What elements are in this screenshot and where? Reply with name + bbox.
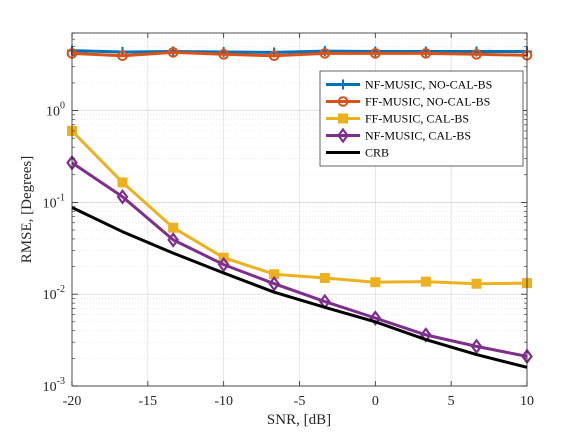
series-line bbox=[71, 50, 528, 58]
legend-label: FF-MUSIC, CAL-BS bbox=[365, 112, 469, 126]
y-tick-label: 100 bbox=[46, 101, 65, 120]
data-point bbox=[319, 273, 330, 284]
data-point bbox=[268, 50, 280, 62]
data-point bbox=[370, 48, 381, 59]
data-point bbox=[117, 50, 128, 62]
legend-entry: NF-MUSIC, NO-CAL-BS bbox=[326, 78, 492, 92]
data-point bbox=[369, 310, 382, 326]
x-tick-label: -20 bbox=[63, 394, 82, 409]
x-tick-label: 0 bbox=[372, 394, 379, 409]
legend-label: NF-MUSIC, CAL-BS bbox=[365, 129, 471, 143]
grid bbox=[71, 32, 528, 387]
data-point bbox=[471, 278, 482, 289]
x-tick-label: -10 bbox=[214, 394, 233, 409]
series-line bbox=[71, 206, 528, 369]
legend-label: NF-MUSIC, NO-CAL-BS bbox=[365, 78, 492, 92]
data-point bbox=[218, 49, 229, 60]
data-point bbox=[268, 275, 281, 292]
y-tick-label: 10-1 bbox=[43, 192, 65, 211]
data-point bbox=[217, 256, 230, 273]
y-tick-label: 10-2 bbox=[43, 284, 65, 303]
legend: NF-MUSIC, NO-CAL-BS FF-MUSIC, NO-CAL-BS FF… bbox=[319, 70, 524, 167]
series-line bbox=[71, 161, 528, 358]
data-point bbox=[471, 49, 482, 60]
data-point bbox=[319, 48, 331, 59]
x-tick-label: -15 bbox=[138, 394, 157, 409]
legend-swatch-marker bbox=[337, 96, 349, 107]
x-tick-label: 10 bbox=[520, 394, 534, 409]
legend-entry: CRB bbox=[326, 146, 389, 160]
legend-swatch-marker bbox=[337, 127, 349, 144]
y-axis-label: RMSE, [Degrees] bbox=[19, 156, 35, 263]
y-tick-label: 10-3 bbox=[43, 376, 65, 395]
data-point bbox=[420, 276, 431, 287]
legend-label: CRB bbox=[365, 146, 389, 160]
data-point bbox=[470, 338, 483, 355]
x-tick-label: 5 bbox=[448, 394, 455, 409]
data-point bbox=[117, 177, 128, 188]
legend-swatch-marker bbox=[338, 113, 348, 124]
x-tick-label: -5 bbox=[294, 394, 306, 409]
legend-entry: NF-MUSIC, CAL-BS bbox=[326, 127, 471, 144]
legend-entry: FF-MUSIC, CAL-BS bbox=[326, 112, 469, 126]
legend-label: FF-MUSIC, NO-CAL-BS bbox=[365, 95, 490, 109]
legend-entry: FF-MUSIC, NO-CAL-BS bbox=[326, 95, 490, 109]
legend-swatch-marker bbox=[338, 79, 348, 90]
series-line bbox=[70, 129, 528, 286]
x-axis-label: SNR, [dB] bbox=[267, 412, 331, 428]
data-point bbox=[370, 277, 381, 288]
data-point bbox=[167, 47, 179, 58]
series-layer bbox=[66, 45, 533, 369]
data-point bbox=[168, 222, 179, 233]
data-point bbox=[167, 232, 180, 248]
series-4 bbox=[71, 206, 528, 369]
series-line bbox=[71, 49, 527, 54]
data-point bbox=[420, 48, 432, 59]
data-point bbox=[116, 188, 129, 205]
